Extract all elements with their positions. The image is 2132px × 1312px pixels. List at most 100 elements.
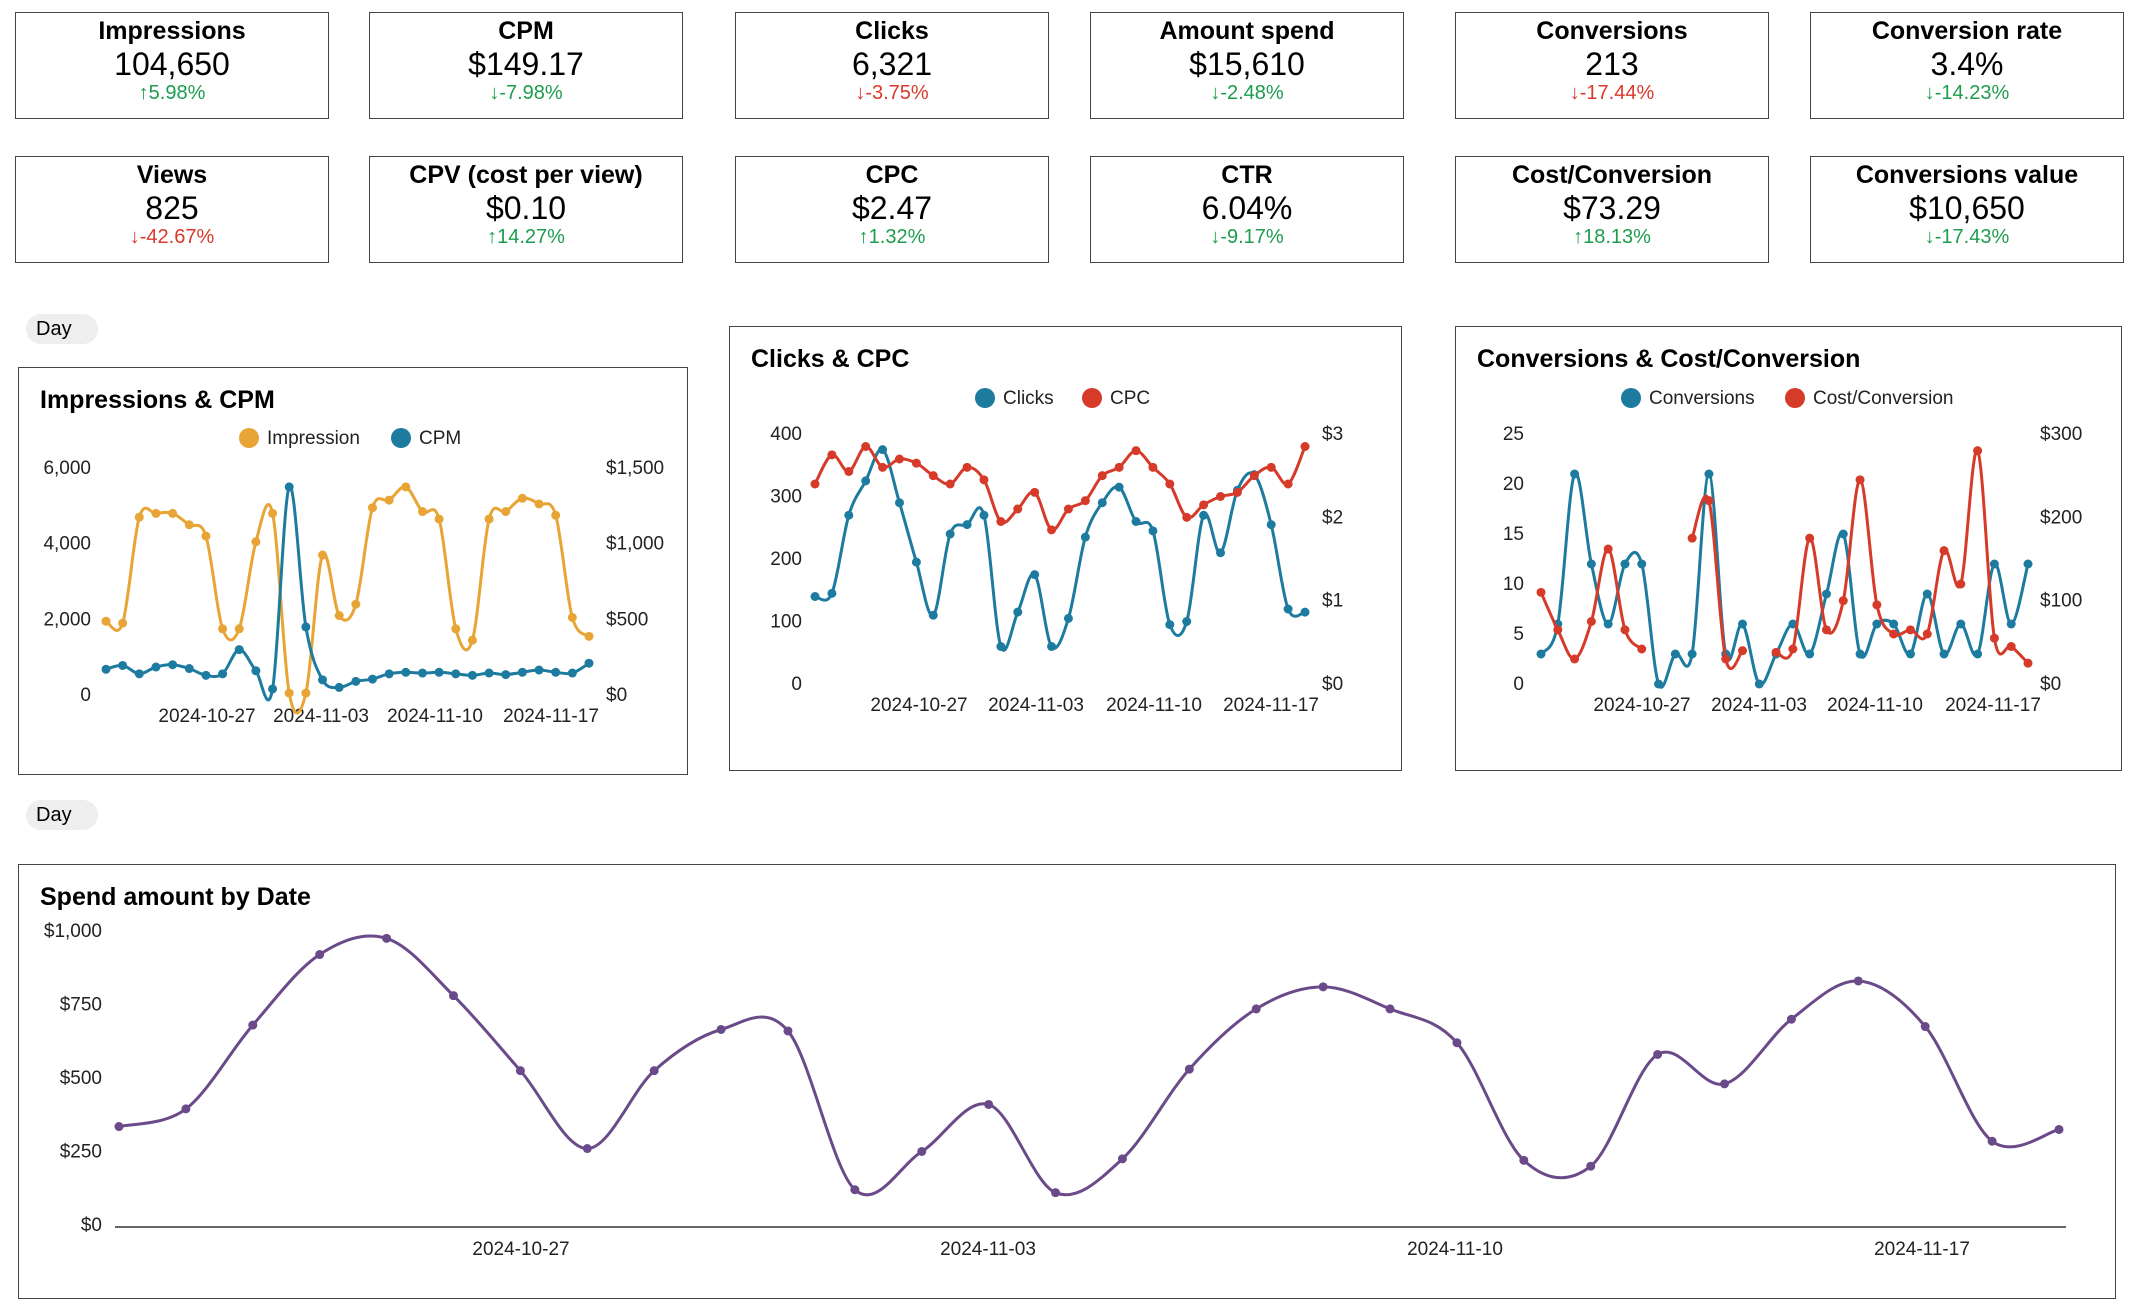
- series-spend-point: [114, 1122, 124, 1132]
- series-cpm-point: [168, 660, 178, 670]
- legend-label: Cost/Conversion: [1813, 388, 1953, 409]
- series-conversions-point: [1905, 649, 1915, 659]
- series-conversions-point: [2023, 559, 2033, 569]
- y-left-tick-label: 0: [80, 685, 91, 706]
- arrow-down-icon: ↓: [1924, 226, 1935, 248]
- arrow-down-icon: ↓: [1924, 82, 1935, 104]
- series-cpc-point: [996, 517, 1006, 526]
- series-cpm-point: [534, 665, 544, 675]
- kpi-value: 825: [145, 190, 199, 226]
- series-cpm-point: [301, 622, 311, 632]
- series-cpm-point: [501, 670, 511, 680]
- kpi-delta: ↑18.13%: [1456, 226, 1768, 248]
- series-cpc-point: [894, 454, 904, 464]
- y-right-tick-label: $0: [2040, 674, 2061, 695]
- chart-title: Clicks & CPC: [751, 345, 910, 373]
- kpi-delta-value: -14.23%: [1934, 82, 2010, 104]
- legend: Clicks CPC: [975, 388, 1150, 409]
- series-conversions-point: [1687, 649, 1697, 659]
- series-cpc-point: [1097, 471, 1107, 481]
- x-tick-label: 2024-11-17: [1945, 695, 2041, 716]
- series-spend-point: [917, 1147, 927, 1156]
- series-cpc-point: [1300, 442, 1310, 451]
- series-cpc-point: [1148, 462, 1158, 472]
- series-cpm-point: [584, 658, 594, 668]
- series-clicks-point: [1165, 620, 1175, 630]
- day-label: Day: [36, 804, 72, 826]
- kpi-card-impressions: Impressions 104,650 ↑5.98%: [15, 12, 329, 119]
- series-impression-point: [318, 550, 328, 560]
- series-clicks-point: [810, 592, 820, 601]
- series-cpc-point: [1030, 487, 1040, 497]
- x-tick-label: 2024-11-17: [1874, 1239, 1970, 1260]
- series-clicks-point: [844, 510, 854, 520]
- kpi-value: $149.17: [468, 46, 584, 82]
- granularity-day-selector-1[interactable]: Day: [26, 314, 98, 344]
- series-spend-point: [248, 1020, 258, 1030]
- series-impression-point: [417, 507, 427, 517]
- series-clicks-point: [1131, 517, 1141, 526]
- kpi-delta: ↓-2.48%: [1091, 82, 1403, 104]
- series-clicks-point: [962, 520, 972, 530]
- series-clicks-line: [814, 447, 1306, 652]
- y-tick-label: $1,000: [44, 921, 102, 942]
- series-cost-conversion-line: [1775, 449, 2030, 665]
- series-impression-point: [551, 510, 561, 520]
- series-cost-conversion-point: [1939, 546, 1949, 556]
- series-spend-point: [1586, 1161, 1596, 1171]
- arrow-down-icon: ↓: [1210, 82, 1221, 104]
- conversions-cost-chart: Conversions & Cost/Conversion 0 5 10 15 20 25…: [1455, 326, 2122, 771]
- granularity-day-selector-2[interactable]: Day: [26, 800, 98, 830]
- series-cpc-point: [844, 467, 854, 476]
- series-cost-conversion-point: [1586, 617, 1596, 626]
- x-tick-label: 2024-11-17: [503, 706, 599, 727]
- clicks-cpc-svg: 0 100 200 300 400 $0 $1 $2 $3 2024-10-27 2024-11-0…: [770, 388, 1343, 716]
- arrow-down-icon: ↓: [1569, 82, 1580, 104]
- series-conversions-point: [1788, 619, 1798, 629]
- series-spend-line: [118, 934, 2060, 1197]
- series-cost-conversion-point: [1570, 654, 1580, 664]
- series-cost-conversion-point: [1771, 647, 1781, 657]
- kpi-title: Views: [136, 161, 208, 189]
- series-cpc-point: [928, 471, 938, 481]
- y-left-tick-label: 25: [1503, 424, 1524, 445]
- series-spend-point: [2054, 1124, 2064, 1134]
- x-tick-label: 2024-10-27: [472, 1239, 569, 1260]
- arrow-up-icon: ↑: [487, 226, 498, 248]
- series-cpm-point: [318, 675, 328, 685]
- series-cost-conversion-point: [2023, 658, 2033, 668]
- kpi-delta-value: 5.98%: [148, 82, 206, 104]
- arrow-down-icon: ↓: [1210, 226, 1221, 248]
- kpi-card-cpv-cost-per-view: CPV (cost per view) $0.10 ↑14.27%: [369, 156, 683, 263]
- series-cpm-point: [251, 666, 261, 676]
- series-impression-point: [451, 624, 461, 634]
- series-impression-point: [467, 635, 477, 645]
- series-clicks-point: [1047, 642, 1057, 651]
- series-cost-conversion-point: [1855, 475, 1865, 485]
- y-right-tick-label: $3: [1322, 424, 1343, 445]
- legend: Conversions Cost/Conversion: [1621, 388, 1953, 409]
- kpi-title: Impressions: [98, 17, 246, 45]
- series-cpm-point: [218, 669, 228, 679]
- series-clicks-point: [928, 610, 938, 620]
- series-cost-conversion-point: [1687, 533, 1697, 543]
- series-clicks-point: [1199, 510, 1209, 520]
- series-spend-point: [984, 1099, 994, 1109]
- series-cost-conversion-point: [1922, 629, 1932, 639]
- series-clicks-point: [827, 588, 837, 598]
- kpi-title: Amount spend: [1159, 17, 1335, 45]
- series-impression-point: [184, 520, 194, 530]
- series-cost-conversion-line: [1690, 494, 1744, 670]
- series-spend-point: [1786, 1014, 1796, 1024]
- series-conversions-point: [1620, 559, 1630, 569]
- series-spend-point: [1853, 976, 1863, 986]
- series-clicks-point: [1030, 570, 1040, 580]
- series-cpm-point: [118, 660, 128, 670]
- series-cpc-point: [1232, 487, 1242, 497]
- series-clicks-point: [1114, 482, 1124, 492]
- kpi-value: 104,650: [114, 46, 230, 82]
- series-spend-point: [181, 1104, 191, 1114]
- legend-label: CPC: [1110, 388, 1150, 409]
- kpi-delta: ↓-3.75%: [736, 82, 1048, 104]
- series-spend-point: [315, 950, 325, 960]
